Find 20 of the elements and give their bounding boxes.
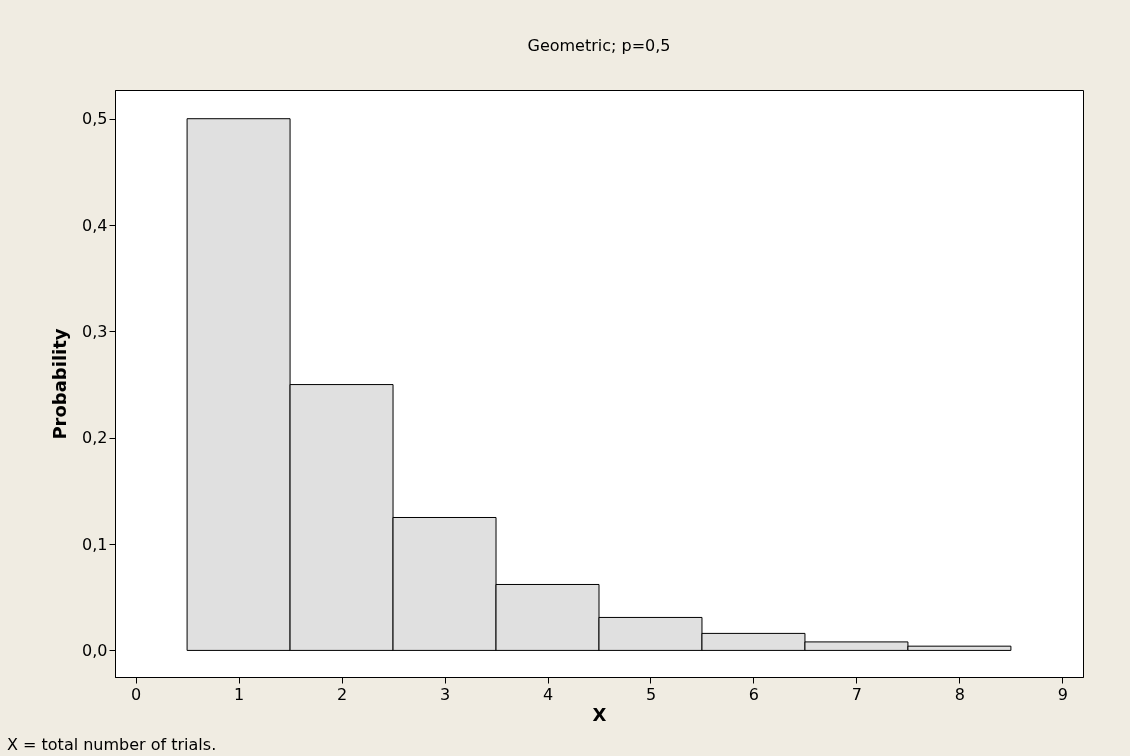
x-tick-label: 1 — [233, 684, 245, 704]
y-axis-title: Probability — [49, 328, 71, 440]
y-tick-label: 0,4 — [82, 215, 108, 235]
text: X = total number of trials. — [7, 735, 217, 754]
x-tick-label: 0 — [131, 684, 142, 704]
x-tick-label: 5 — [645, 684, 657, 704]
x-tick-label: 6 — [748, 684, 760, 704]
y-tick-label: 0,5 — [82, 109, 108, 129]
x-tick-label: 2 — [336, 684, 348, 704]
x-tick-label: 3 — [439, 684, 451, 704]
y-tick-label: 0,0 — [82, 640, 108, 660]
y-tick-label: 0,2 — [82, 428, 108, 448]
x-tick-label: 8 — [954, 684, 966, 704]
x-axis-title: X — [592, 703, 607, 725]
x-tick-label: 4 — [542, 684, 554, 704]
y-tick-label: 0,1 — [82, 534, 108, 554]
y-tick-label: 0,3 — [82, 321, 108, 341]
x-tick-label: 9 — [1057, 684, 1068, 704]
x-tick-label: 7 — [851, 684, 863, 704]
chart-title: Geometric; p=0,5 — [527, 36, 671, 55]
